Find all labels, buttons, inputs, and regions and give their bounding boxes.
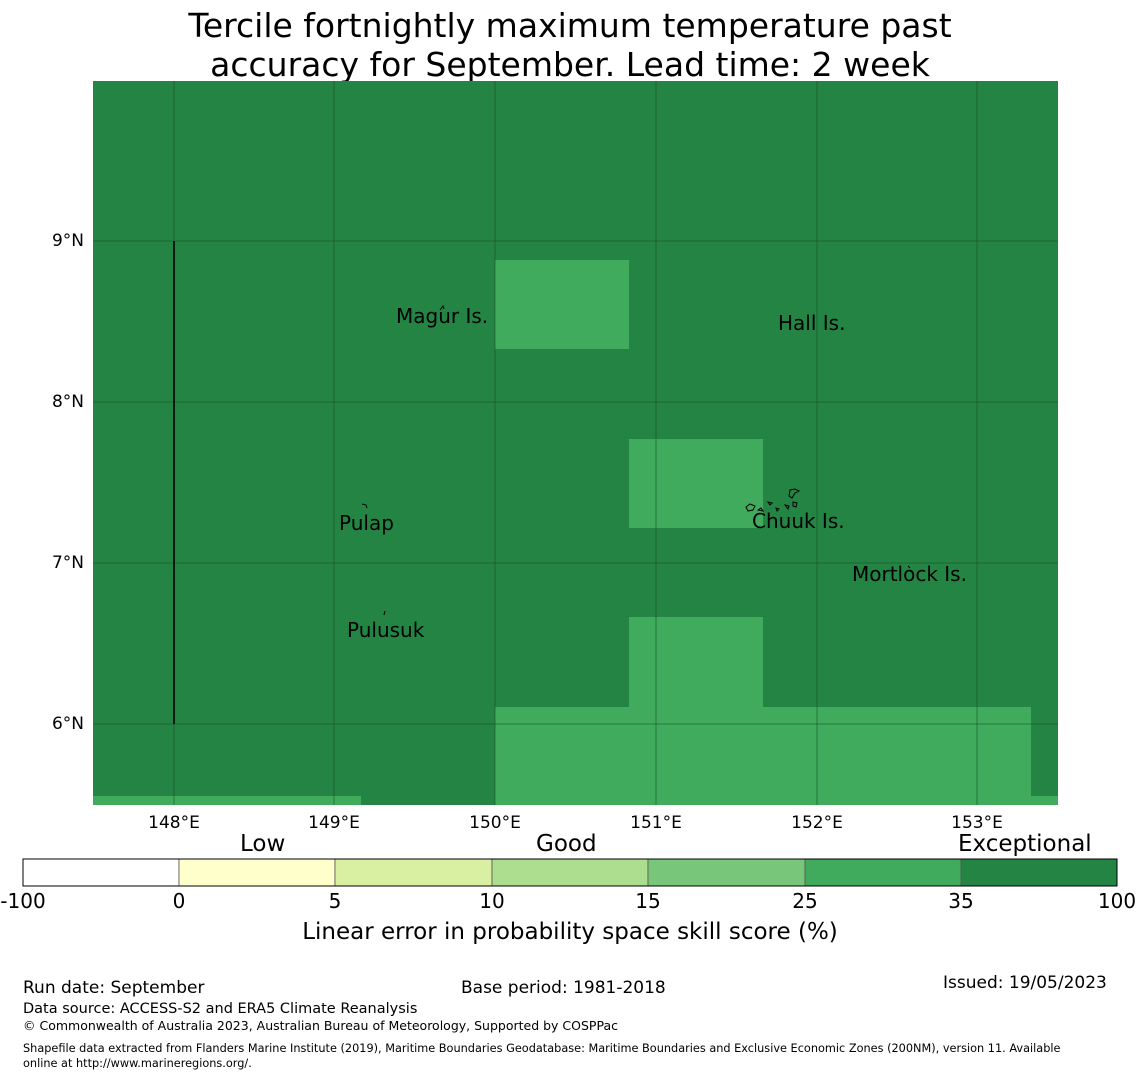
lat-label-8n: 8°N [51,392,84,412]
colorbar-frame [22,858,1118,887]
patch-magur-east [495,260,629,349]
colorbar-label: Linear error in probability space skill … [302,919,838,945]
colorbar-tick: 10 [479,889,505,913]
colorbar-segment-10-15 [491,858,649,887]
colorbar-tick: 5 [328,889,342,913]
map-background [93,81,1058,805]
pulusuk-island-outline [383,610,386,616]
colorbar-segment-25-35 [804,858,962,887]
patch-chuuk-west [629,439,763,528]
lat-label-7n: 7°N [51,553,84,573]
base-period: Base period: 1981-2018 [461,978,666,998]
patch-south-wide [495,707,1031,805]
map-area [22,81,1118,887]
chart-title: Tercile fortnightly maximum temperature … [0,6,1140,84]
lon-label-149e: 149°E [308,813,360,833]
mortlock-island-outline [907,565,911,569]
colorbar-category-exceptional: Exceptional [958,831,1092,857]
colorbar-tick: 15 [635,889,661,913]
patch-south-right [1031,796,1058,805]
lat-label-6n: 6°N [51,714,84,734]
magur-island-outline [439,304,445,311]
title-line-1: Tercile fortnightly maximum temperature … [188,6,952,45]
colorbar-tick: 35 [948,889,974,913]
place-pulap: Pulap [339,511,394,535]
title-line-2: accuracy for September. Lead time: 2 wee… [210,45,930,84]
place-magur: Magur Is. [396,304,489,328]
lat-label-9n: 9°N [51,231,84,251]
island-outlines [361,304,911,616]
lon-label-150e: 150°E [469,813,521,833]
colorbar-category-low: Low [240,831,286,857]
copyright: © Commonwealth of Australia 2023, Austra… [23,1018,618,1033]
colorbar-segment-0-5 [178,858,336,887]
colorbar-tick: 25 [792,889,818,913]
patch-south-west [93,796,361,805]
colorbar-segment-neg100-0 [22,858,180,887]
chuuk-lagoon-outline [745,488,801,512]
lon-label-153e: 153°E [951,813,1003,833]
colorbar-segment-5-10 [334,858,493,887]
place-mortlock: Mortlock Is. [852,562,967,586]
lon-label-152e: 152°E [791,813,843,833]
colorbar-segment-15-25 [647,858,806,887]
colorbar-tick: 0 [172,889,186,913]
pulap-island-outline [361,503,368,509]
shapefile-credit-line1: Shapefile data extracted from Flanders M… [23,1042,1061,1055]
place-hall: Hall Is. [778,311,846,335]
shapefile-credit-line2: online at http://www.marineregions.org/. [23,1057,252,1070]
lon-label-148e: 148°E [148,813,200,833]
data-source: Data source: ACCESS-S2 and ERA5 Climate … [23,1001,418,1017]
patch-south-upper [629,617,763,707]
run-date: Run date: September [23,978,205,998]
skill-patches [93,260,1058,805]
place-pulusuk: Pulusuk [347,618,425,642]
lon-label-151e: 151°E [630,813,682,833]
colorbar-segment-35-100 [960,858,1118,887]
colorbar-tick: -100 [0,889,46,913]
issued-date: Issued: 19/05/2023 [943,973,1107,993]
colorbar-tick: 100 [1097,889,1137,913]
colorbar-category-good: Good [536,831,597,857]
colorbar [22,858,1118,887]
place-chuuk: Chuuk Is. [752,509,845,533]
